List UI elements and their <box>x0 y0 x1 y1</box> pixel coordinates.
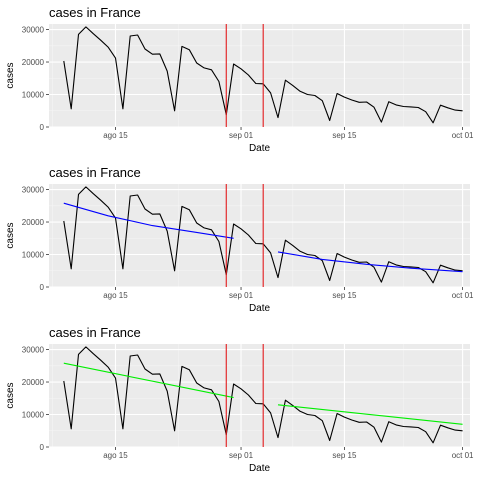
chart-1-panel-background <box>49 24 470 127</box>
chart-3-trend-line-1 <box>63 362 234 399</box>
chart-3-x-tick-label: ago 15 <box>103 451 128 460</box>
chart-1-x-tick-label: ago 15 <box>103 131 128 140</box>
chart-1-x-tick-label: oct 01 <box>452 131 474 140</box>
chart-2-y-tick-label: 0 <box>40 283 45 292</box>
chart-1-y-tick-label: 30000 <box>22 26 45 35</box>
chart-3-trend-line-2 <box>277 404 463 425</box>
chart-2-x-tick-label: oct 01 <box>452 291 474 300</box>
chart-1-x-axis-label: Date <box>249 143 271 154</box>
chart-2-trend-line-2 <box>277 251 463 273</box>
chart-3-x-axis-label: Date <box>249 463 271 474</box>
chart-2-x-tick-label: ago 15 <box>103 291 128 300</box>
chart-2-title: cases in France <box>49 165 141 180</box>
chart-2-trend-line-1 <box>63 202 234 239</box>
chart-1-y-tick-label: 0 <box>40 123 45 132</box>
chart-2-y-axis-label: cases <box>5 222 16 248</box>
chart-1-y-tick-label: 10000 <box>22 91 45 100</box>
chart-3-y-tick-label: 10000 <box>22 411 45 420</box>
chart-1-y-axis-label: cases <box>5 62 16 88</box>
chart-1-x-tick-label: sep 15 <box>332 131 357 140</box>
chart-2-y-tick-label: 30000 <box>22 186 45 195</box>
chart-3-y-tick-label: 20000 <box>22 378 45 387</box>
chart-3-x-tick-label: sep 01 <box>229 451 254 460</box>
chart-2-y-tick-label: 20000 <box>22 218 45 227</box>
chart-3-title: cases in France <box>49 325 141 340</box>
chart-1-title: cases in France <box>49 5 141 20</box>
chart-1-x-tick-label: sep 01 <box>229 131 254 140</box>
chart-3-y-tick-label: 0 <box>40 443 45 452</box>
chart-2-x-tick-label: sep 15 <box>332 291 357 300</box>
chart-3-y-tick-label: 30000 <box>22 346 45 355</box>
chart-3-panel-background <box>49 344 470 447</box>
chart-3-y-axis-label: cases <box>5 382 16 408</box>
chart-1-y-tick-label: 20000 <box>22 58 45 67</box>
chart-3-x-tick-label: sep 15 <box>332 451 357 460</box>
chart-3-x-tick-label: oct 01 <box>452 451 474 460</box>
chart-2-x-axis-label: Date <box>249 303 271 314</box>
chart-2-panel-background <box>49 184 470 287</box>
chart-2-y-tick-label: 10000 <box>22 251 45 260</box>
chart-2-x-tick-label: sep 01 <box>229 291 254 300</box>
